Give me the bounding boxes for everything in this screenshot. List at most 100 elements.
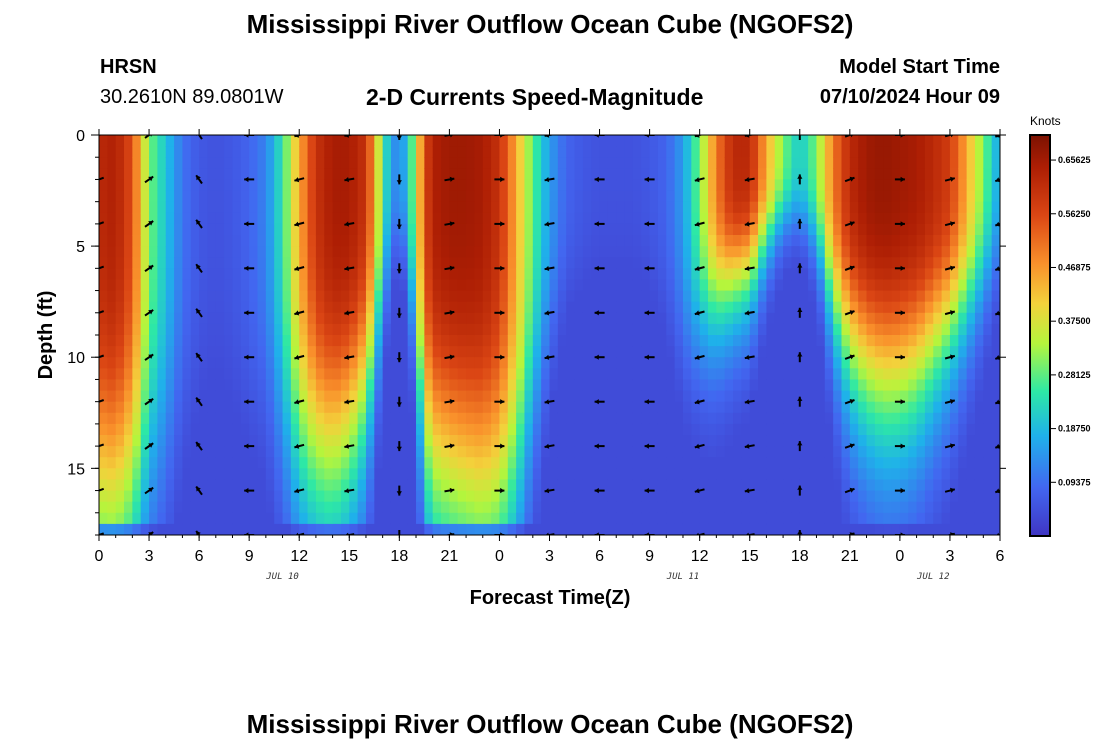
heat-cell xyxy=(274,523,284,535)
heat-cell xyxy=(808,501,818,514)
current-arrow xyxy=(344,265,355,271)
arrow-head xyxy=(450,135,454,138)
heat-cell xyxy=(240,323,250,336)
heat-cell xyxy=(724,523,734,535)
heat-cell xyxy=(249,446,259,458)
heat-cell xyxy=(290,368,300,381)
heat-cell xyxy=(374,501,384,514)
heat-cell xyxy=(566,446,576,458)
heat-cell xyxy=(708,390,717,403)
current-arrow xyxy=(644,265,655,271)
heat-cell xyxy=(849,201,859,214)
arrow-head xyxy=(797,307,803,312)
heat-cell xyxy=(741,246,751,258)
heat-cell xyxy=(390,146,400,158)
heat-cell xyxy=(933,479,943,492)
current-arrow xyxy=(344,488,355,494)
heat-cell xyxy=(290,401,300,414)
heat-cell xyxy=(240,168,250,181)
heat-cell xyxy=(99,446,108,458)
heat-cell xyxy=(232,346,242,358)
arrow-head xyxy=(797,485,803,490)
heat-cell xyxy=(541,412,551,425)
heat-cell xyxy=(666,201,676,214)
heat-cell xyxy=(616,423,626,436)
arrow-head xyxy=(344,399,349,405)
heat-cell xyxy=(599,201,609,214)
heat-cell xyxy=(507,257,517,269)
heat-cell xyxy=(649,512,659,525)
heat-cell xyxy=(741,312,751,325)
heat-cell xyxy=(858,468,868,481)
heat-cell xyxy=(582,501,592,514)
heat-cell xyxy=(499,312,509,325)
heat-cell xyxy=(99,268,108,281)
arrow-head xyxy=(244,532,249,535)
heat-cell xyxy=(357,335,367,347)
heat-cell xyxy=(883,223,893,236)
heat-cell xyxy=(749,223,759,236)
heat-cell xyxy=(99,223,108,236)
heat-cell xyxy=(883,501,893,514)
heat-cell xyxy=(891,401,901,414)
heat-cell xyxy=(816,268,826,281)
heat-cell xyxy=(424,501,434,514)
heat-cell xyxy=(924,468,934,481)
heat-cell xyxy=(883,412,893,425)
arrow-head xyxy=(694,177,700,183)
heat-cell xyxy=(290,312,300,325)
current-arrow xyxy=(344,443,355,449)
heat-cell xyxy=(674,157,684,169)
heat-cell xyxy=(307,301,317,314)
heat-cell xyxy=(591,357,601,369)
heat-cell xyxy=(657,379,667,392)
heat-cell xyxy=(649,423,659,436)
heat-cell xyxy=(466,523,476,535)
heat-cell xyxy=(758,235,767,247)
heat-cell xyxy=(182,346,192,358)
heat-cell xyxy=(432,401,442,414)
current-arrow xyxy=(894,399,905,405)
arrow-head xyxy=(644,221,649,227)
heat-cell xyxy=(557,423,567,436)
heat-cell xyxy=(340,401,350,414)
heat-cell xyxy=(891,146,901,158)
heat-cell xyxy=(124,412,133,425)
heat-cell xyxy=(749,423,759,436)
heat-cell xyxy=(382,190,392,203)
heat-cell xyxy=(733,346,742,358)
heat-cell xyxy=(924,246,934,258)
heat-cell xyxy=(165,501,175,514)
heat-cell xyxy=(382,312,392,325)
heat-cell xyxy=(674,201,684,214)
heat-cell xyxy=(432,212,442,225)
heat-cell xyxy=(332,357,342,369)
heat-cell xyxy=(365,412,375,425)
heat-cell xyxy=(107,135,117,147)
heat-cell xyxy=(708,323,717,336)
heat-cell xyxy=(632,401,642,414)
heat-cell xyxy=(124,357,133,369)
heat-cell xyxy=(265,246,275,258)
heat-cell xyxy=(265,390,275,403)
heat-cell xyxy=(841,235,851,247)
heat-cell xyxy=(958,357,968,369)
heat-cell xyxy=(733,212,742,225)
heat-cell xyxy=(699,190,709,203)
heat-cell xyxy=(574,301,584,314)
heat-cell xyxy=(741,468,751,481)
heat-cell xyxy=(924,390,934,403)
heat-cell xyxy=(249,268,259,281)
heat-cell xyxy=(324,523,334,535)
heat-cell xyxy=(866,168,876,181)
heat-cell xyxy=(107,479,117,492)
heat-cell xyxy=(174,435,184,447)
heat-cell xyxy=(741,346,751,358)
heat-cell xyxy=(407,257,417,269)
heat-cell xyxy=(232,323,242,336)
heat-cell xyxy=(507,301,517,314)
heat-cell xyxy=(708,401,717,414)
current-arrow xyxy=(494,135,505,138)
arrow-head xyxy=(644,135,649,138)
arrow-head xyxy=(396,313,402,318)
